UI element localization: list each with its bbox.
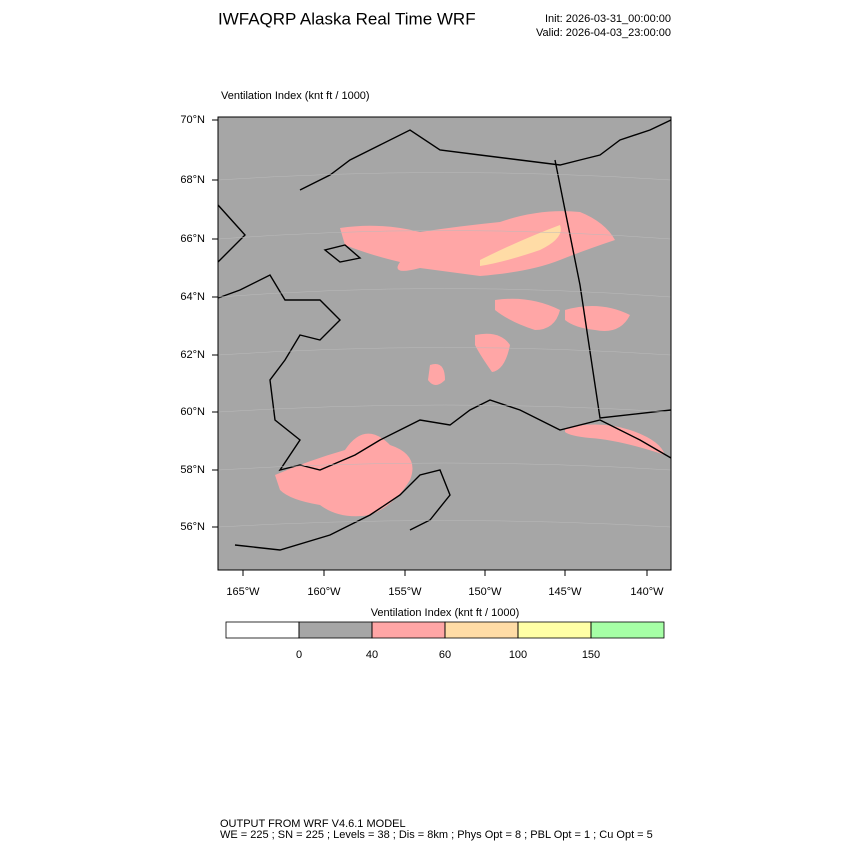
map bbox=[217, 116, 672, 571]
colorbar-label: 0 bbox=[296, 649, 302, 661]
title: IWFAQRP Alaska Real Time WRF bbox=[218, 9, 476, 28]
colorbar-box bbox=[590, 621, 665, 639]
lat-label: 68°N bbox=[180, 174, 205, 186]
field-shading-high bbox=[480, 225, 561, 266]
field-shading bbox=[275, 211, 665, 517]
lon-label: 160°W bbox=[307, 586, 341, 598]
colorbar-label: 150 bbox=[582, 649, 600, 661]
lon-label: 150°W bbox=[468, 586, 502, 598]
colorbar-box bbox=[298, 621, 373, 639]
colorbar-box bbox=[371, 621, 446, 639]
colorbar-label: 100 bbox=[509, 649, 527, 661]
init-time: Init: 2026-03-31_00:00:00 bbox=[545, 13, 671, 25]
colorbar-box bbox=[517, 621, 592, 639]
colorbar-label: 40 bbox=[366, 649, 378, 661]
lon-label: 165°W bbox=[226, 586, 260, 598]
map-frame bbox=[217, 116, 672, 571]
lon-label: 140°W bbox=[630, 586, 664, 598]
graticule bbox=[217, 172, 672, 528]
plot-label: Ventilation Index (knt ft / 1000) bbox=[221, 90, 370, 102]
lat-label: 60°N bbox=[180, 406, 205, 418]
lat-label: 62°N bbox=[180, 349, 205, 361]
lat-label: 58°N bbox=[180, 464, 205, 476]
lat-label: 56°N bbox=[180, 521, 205, 533]
lon-label: 145°W bbox=[548, 586, 582, 598]
lat-label: 66°N bbox=[180, 233, 205, 245]
coastlines bbox=[217, 119, 672, 551]
colorbar-box bbox=[225, 621, 300, 639]
colorbar-box bbox=[444, 621, 519, 639]
lat-label: 70°N bbox=[180, 114, 205, 126]
lat-label: 64°N bbox=[180, 291, 205, 303]
lon-label: 155°W bbox=[388, 586, 422, 598]
valid-time: Valid: 2026-04-03_23:00:00 bbox=[536, 27, 671, 39]
footer-line: OUTPUT FROM WRF V4.6.1 MODEL bbox=[220, 818, 406, 830]
colorbar-title: Ventilation Index (knt ft / 1000) bbox=[371, 607, 520, 619]
colorbar-label: 60 bbox=[439, 649, 451, 661]
footer-line: WE = 225 ; SN = 225 ; Levels = 38 ; Dis … bbox=[220, 829, 653, 841]
